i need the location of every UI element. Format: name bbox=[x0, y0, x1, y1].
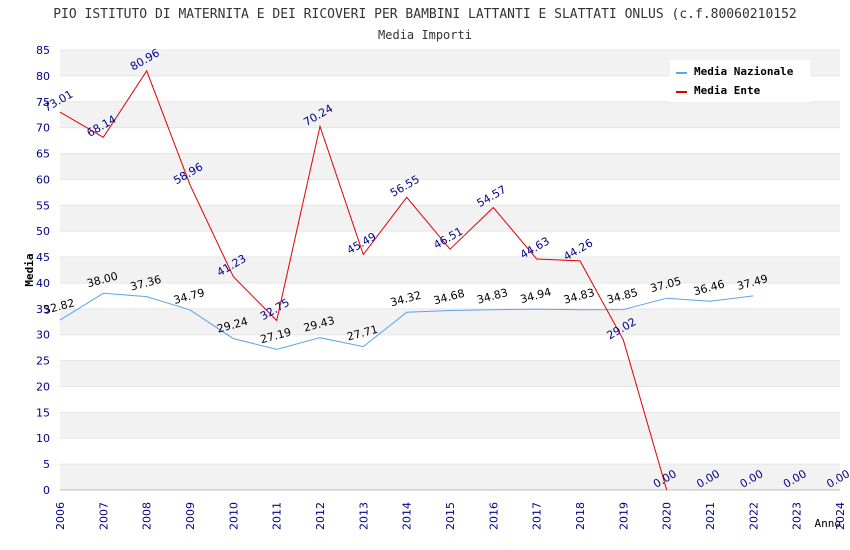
x-tick-label: 2014 bbox=[401, 502, 414, 530]
x-tick-label: 2022 bbox=[747, 502, 760, 530]
data-label-nazionale: 34.94 bbox=[519, 285, 553, 306]
x-tick-label: 2006 bbox=[54, 502, 67, 530]
x-tick-label: 2007 bbox=[97, 502, 110, 530]
y-tick-label: 20 bbox=[36, 380, 50, 393]
y-tick-label: 40 bbox=[36, 277, 50, 290]
legend-label-ente: Media Ente bbox=[694, 84, 761, 97]
grid-band bbox=[60, 464, 840, 490]
x-axis-ticks: 2006 2007 2008 2009 2010 2011 2012 2013 2014 2015… bbox=[54, 502, 847, 530]
x-tick-label: 2023 bbox=[791, 502, 804, 530]
data-label-nazionale: 34.85 bbox=[606, 286, 640, 307]
grid-band bbox=[60, 257, 840, 283]
x-tick-label: 2020 bbox=[661, 502, 674, 530]
data-label-ente: 45.49 bbox=[345, 230, 379, 257]
grid-band bbox=[60, 360, 840, 387]
x-tick-label: 2008 bbox=[141, 502, 154, 530]
grid-band bbox=[60, 205, 840, 232]
chart-title: PIO ISTITUTO DI MATERNITA E DEI RICOVERI… bbox=[53, 7, 797, 22]
grid-lines bbox=[60, 49, 840, 491]
y-tick-label: 50 bbox=[36, 225, 50, 238]
series-line-ente bbox=[59, 69, 668, 491]
grid-band bbox=[60, 308, 840, 335]
grid-band bbox=[60, 153, 840, 180]
x-tick-label: 2016 bbox=[487, 502, 500, 530]
y-tick-label: 80 bbox=[36, 70, 50, 83]
y-tick-label: 55 bbox=[36, 199, 50, 212]
grid-bands bbox=[60, 50, 840, 490]
y-tick-label: 0 bbox=[43, 484, 50, 497]
x-axis-title: Anno bbox=[815, 517, 842, 530]
legend-box bbox=[670, 60, 810, 102]
legend: Media Nazionale Media Ente bbox=[670, 60, 810, 102]
x-tick-label: 2017 bbox=[531, 502, 544, 530]
x-tick-label: 2009 bbox=[184, 502, 197, 530]
y-tick-label: 25 bbox=[36, 355, 50, 368]
x-tick-label: 2012 bbox=[314, 502, 327, 530]
series-line-nazionale bbox=[59, 292, 754, 350]
grid-band bbox=[60, 412, 840, 439]
x-tick-label: 2010 bbox=[227, 502, 240, 530]
grid-band bbox=[60, 101, 840, 128]
y-axis-ticks: 0 5 10 15 20 25 30 35 40 45 50 55 60 65 70 75 80 85 bbox=[36, 44, 50, 497]
y-tick-label: 85 bbox=[36, 44, 50, 57]
y-tick-label: 5 bbox=[43, 458, 50, 471]
data-label-nazionale: 34.83 bbox=[476, 286, 510, 307]
series-group bbox=[59, 69, 754, 491]
data-label-nazionale: 34.83 bbox=[562, 286, 596, 307]
y-tick-label: 75 bbox=[36, 96, 50, 109]
y-axis-title: Media bbox=[23, 253, 36, 286]
data-label-nazionale: 34.79 bbox=[172, 286, 206, 307]
x-tick-label: 2019 bbox=[617, 502, 630, 530]
y-tick-label: 70 bbox=[36, 122, 50, 135]
y-tick-label: 45 bbox=[36, 251, 50, 264]
y-tick-label: 30 bbox=[36, 329, 50, 342]
y-tick-label: 35 bbox=[36, 303, 50, 316]
y-tick-label: 15 bbox=[36, 406, 50, 419]
data-label-nazionale: 34.32 bbox=[389, 289, 423, 310]
x-tick-label: 2018 bbox=[574, 502, 587, 530]
x-tick-label: 2015 bbox=[444, 502, 457, 530]
y-tick-label: 10 bbox=[36, 432, 50, 445]
y-tick-label: 65 bbox=[36, 148, 50, 161]
y-tick-label: 60 bbox=[36, 173, 50, 186]
chart-subtitle: Media Importi bbox=[378, 28, 472, 42]
x-tick-label: 2024 bbox=[834, 502, 847, 530]
x-tick-label: 2011 bbox=[271, 502, 284, 530]
legend-label-nazionale: Media Nazionale bbox=[694, 65, 794, 78]
data-label-nazionale: 34.68 bbox=[432, 287, 466, 308]
x-tick-label: 2013 bbox=[357, 502, 370, 530]
x-tick-label: 2021 bbox=[704, 502, 717, 530]
